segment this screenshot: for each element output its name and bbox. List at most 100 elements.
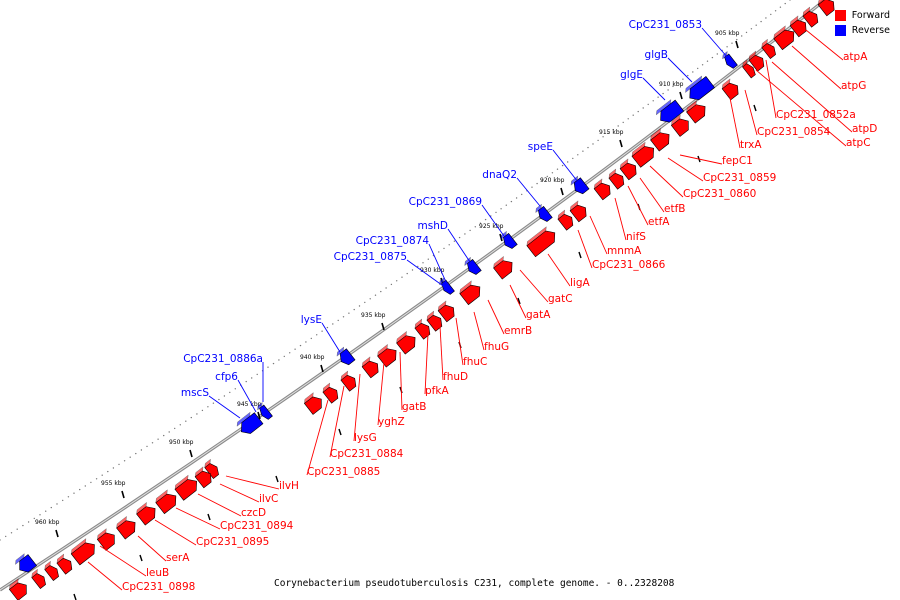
gene-label: CpC231_0886a [183,353,263,365]
scale-dot [283,355,285,358]
gene-label: CpC231_0884 [330,448,404,460]
leader-line [805,29,844,61]
scale-dot [385,287,387,289]
scale-dot [62,499,64,502]
inner-tick [517,297,521,305]
scale-dot [697,67,699,70]
gene-label: fhuD [443,371,468,383]
gene-label: mshD [418,220,448,232]
scale-dot [642,107,644,109]
gene-label: ligA [570,277,590,289]
forward-gene [303,392,322,415]
gene-label: mscS [181,387,209,399]
forward-gene [761,38,776,60]
gene-label: CpC231_0895 [196,536,269,548]
tick-label: 955 kbp [101,480,126,487]
forward-gene [31,568,46,590]
scale-dot [234,388,236,390]
gene-label: atpC [846,137,871,149]
gene-label: fhuG [484,341,509,353]
gene-label: ilvC [259,493,278,505]
leader-line [473,311,485,351]
scale-dot [353,308,355,311]
gene-label: CpC231_0885 [307,466,380,478]
tick-label: 930 kbp [420,267,445,274]
gene-label: fhuC [463,356,487,368]
scale-dot [84,485,87,487]
leader-line [679,154,723,165]
forward-gene [569,200,587,223]
scale-dot [118,463,120,466]
scale-dot [129,456,131,458]
scale-dot [179,424,181,426]
gene-label: CpC231_0875 [334,251,407,263]
leader-line [519,269,549,303]
forward-gene [136,501,156,526]
scale-dot [123,460,126,462]
scale-dot [289,352,291,354]
forward-gene [557,209,574,231]
inner-tick [207,513,211,521]
forward-gene [493,255,513,280]
scale-dot [469,229,471,232]
forward-gene [802,6,819,28]
forward-gene [437,300,455,323]
scale-tick [735,40,739,49]
scale-dot [510,200,513,203]
gene-label: glgE [620,69,643,81]
scale-dot [443,247,445,250]
leader-line [701,27,729,59]
leader-line [377,361,385,426]
scale-dot [168,431,170,433]
forward-gene [414,318,431,340]
scale-dot [5,535,7,538]
scale-dot [701,64,704,66]
leader-line [197,493,242,517]
gene-label: lysE [301,314,322,326]
scale-dot [212,402,215,404]
scale-dot [632,114,634,116]
scale-dot [406,272,408,275]
scale-dot [774,10,777,12]
forward-gene [96,528,115,551]
scale-dot [332,323,334,325]
scale-tick [560,187,564,196]
inner-tick [275,475,279,483]
gene-label: CpC231_0860 [683,188,756,200]
forward-gene [593,178,611,201]
forward-gene [204,458,219,480]
leader-line [353,373,361,442]
gene-label: yghZ [378,416,405,428]
scale-dot [546,175,548,178]
gene-label: CpC231_0898 [122,581,195,593]
scale-dot [95,478,98,480]
forward-gene [340,370,357,392]
gene-label: atpG [841,80,866,92]
forward-gene [631,141,654,168]
leader-line [455,317,464,366]
gene-label: mnmA [607,245,642,257]
forward-gene [426,310,443,332]
gene-label: CpC231_0852a [776,109,856,121]
forward-gene [8,578,27,600]
forward-swatch [834,10,846,21]
scale-dot [602,136,604,138]
forward-gene [155,489,177,515]
tick-label: 945 kbp [237,401,262,408]
scale-dot [163,434,165,437]
scale-ticks: 905 kbp 910 kbp 915 kbp 920 kbp 925 kbp 930 k… [35,30,757,600]
gene-label: CpC231_0874 [356,235,430,247]
tick-label: 935 kbp [361,312,386,319]
scale-dot [561,164,564,167]
leader-line [744,89,758,136]
scale-dot [101,474,103,476]
leader-line [667,157,704,182]
scale-dot [67,496,70,498]
scale-dot [10,532,13,534]
scale-dot [789,0,791,1]
reverse-gene [15,553,38,573]
scale-dot [396,280,398,282]
scale-dot [536,182,538,185]
gene-label: speE [528,141,553,153]
